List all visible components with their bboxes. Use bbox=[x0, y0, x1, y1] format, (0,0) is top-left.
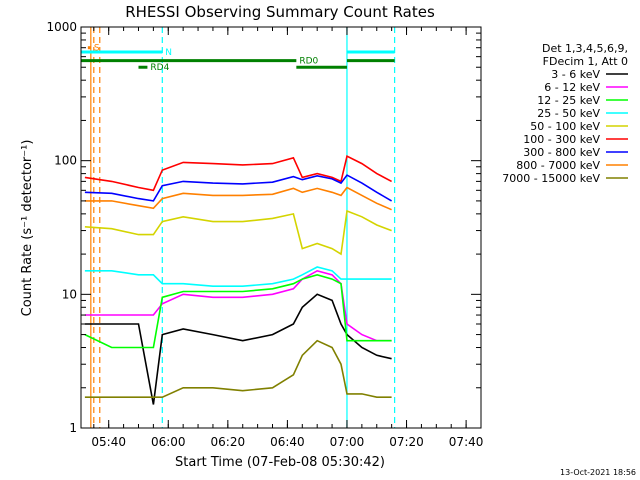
y-axis-ticks: 1 10 100 1000 bbox=[46, 20, 481, 435]
legend-label: 3 - 6 keV bbox=[551, 68, 600, 81]
legend-header-line-1: Det 1,3,4,5,6,9, bbox=[542, 42, 628, 55]
x-axis-ticks: 05:40 06:00 06:20 06:40 07:00 07:20 07:40 bbox=[91, 27, 483, 449]
legend-label: 100 - 300 keV bbox=[523, 133, 600, 146]
legend-label: 25 - 50 keV bbox=[537, 107, 600, 120]
chart-title: RHESSI Observing Summary Count Rates bbox=[125, 3, 435, 21]
x-tick-label: 07:40 bbox=[449, 435, 484, 449]
legend-label: 7000 - 15000 keV bbox=[502, 172, 600, 185]
x-tick-label: 07:20 bbox=[389, 435, 424, 449]
y-tick-label: 10 bbox=[62, 287, 77, 301]
x-axis-label: Start Time (07-Feb-08 05:30:42) bbox=[175, 455, 385, 470]
legend-label: 300 - 800 keV bbox=[523, 146, 600, 159]
x-tick-label: 06:20 bbox=[211, 435, 246, 449]
flag-label: S bbox=[94, 44, 100, 54]
series-line bbox=[84, 273, 392, 349]
legend-header-line-2: FDecim 1, Att 0 bbox=[543, 55, 628, 68]
series-line bbox=[84, 339, 392, 399]
series-line bbox=[84, 266, 392, 288]
series-line bbox=[84, 174, 393, 202]
series-line bbox=[84, 269, 392, 342]
series-line bbox=[84, 186, 392, 211]
series-line bbox=[84, 209, 392, 256]
plot-frame bbox=[80, 26, 482, 429]
x-tick-label: 05:40 bbox=[91, 435, 126, 449]
legend: Det 1,3,4,5,6,9, FDecim 1, Att 0 3 - 6 k… bbox=[502, 42, 628, 185]
y-axis-label: Count Rate (s⁻¹ detector⁻¹) bbox=[20, 140, 35, 317]
x-tick-label: 06:40 bbox=[270, 435, 305, 449]
y-tick-label: 100 bbox=[54, 154, 77, 168]
y-tick-label: 1 bbox=[69, 421, 77, 435]
legend-label: 12 - 25 keV bbox=[537, 94, 600, 107]
legend-label: 50 - 100 keV bbox=[530, 120, 600, 133]
x-tick-label: 07:00 bbox=[330, 435, 365, 449]
flag-label: RD0 bbox=[299, 57, 318, 67]
x-tick-label: 06:00 bbox=[151, 435, 186, 449]
series-layer bbox=[84, 155, 393, 405]
legend-label: 800 - 7000 keV bbox=[516, 159, 600, 172]
series-line bbox=[84, 155, 392, 192]
vertical-markers bbox=[90, 27, 396, 428]
flag-label: N bbox=[165, 48, 172, 58]
legend-label: 6 - 12 keV bbox=[544, 81, 600, 94]
flag-label: RD4 bbox=[150, 63, 169, 73]
generation-timestamp: 13-Oct-2021 18:56 bbox=[560, 468, 636, 477]
y-tick-label: 1000 bbox=[46, 20, 77, 34]
flag-bars: N RD0 RD4 S bbox=[81, 44, 395, 73]
